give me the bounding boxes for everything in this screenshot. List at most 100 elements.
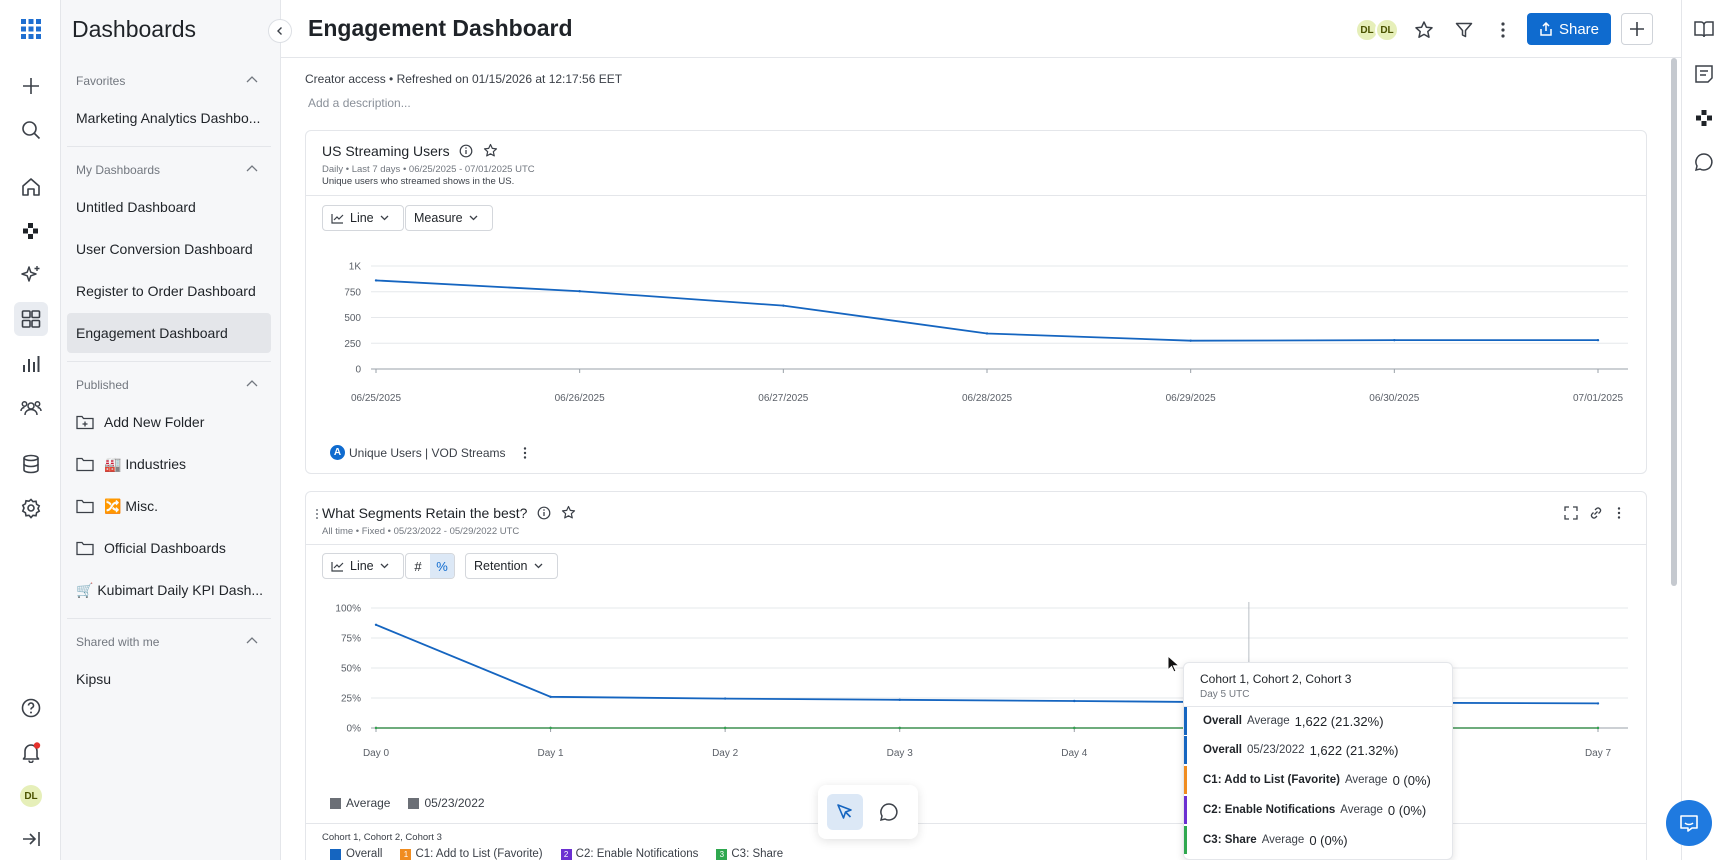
sidebar-item-kubimart[interactable]: 🛒 Kubimart Daily KPI Dash...: [76, 581, 264, 598]
fullscreen-icon[interactable]: [1564, 506, 1578, 520]
tooltip-row-sub: Average: [1340, 804, 1383, 816]
data-point: [374, 726, 378, 730]
apps-logo-icon[interactable]: [14, 12, 48, 46]
sidebar-item-engagement[interactable]: Engagement Dashboard: [67, 313, 271, 353]
viewer-avatar[interactable]: DL: [1375, 18, 1399, 42]
sidebar-item-industries[interactable]: 🏭 Industries: [67, 444, 271, 484]
mouse-cursor-icon: [1167, 655, 1181, 673]
card-title-text[interactable]: US Streaming Users: [322, 143, 450, 159]
sidebar-item-misc[interactable]: 🔀 Misc.: [67, 486, 271, 526]
more-vertical-icon[interactable]: [520, 446, 530, 460]
comment-button[interactable]: [871, 794, 907, 830]
chevron-up-icon[interactable]: [245, 634, 259, 648]
sidebar-item-kipsu[interactable]: Kipsu: [76, 671, 112, 687]
legend-label[interactable]: C3: Share: [731, 848, 784, 860]
data-nodes-icon[interactable]: [14, 214, 48, 248]
x-tick-label: 06/26/2025: [555, 393, 605, 404]
legend-label[interactable]: Overall: [346, 848, 383, 860]
sidebar-item-official[interactable]: Official Dashboards: [67, 528, 271, 568]
legend-label[interactable]: C2: Enable Notifications: [575, 848, 699, 860]
reports-bar-icon[interactable]: [14, 347, 48, 381]
help-icon[interactable]: [14, 691, 48, 725]
measure-label: Measure: [414, 211, 463, 225]
chart-tooltip: Cohort 1, Cohort 2, Cohort 3 Day 5 UTC O…: [1183, 662, 1453, 860]
notifications-bell-icon[interactable]: [14, 735, 48, 769]
x-tick-label: Day 4: [1061, 748, 1088, 759]
share-button[interactable]: Share: [1527, 13, 1611, 45]
data-point: [1596, 338, 1600, 342]
data-nodes-icon[interactable]: [1693, 107, 1715, 129]
share-label: Share: [1558, 20, 1600, 38]
link-icon[interactable]: [1588, 506, 1604, 520]
legend-label[interactable]: 05/23/2022: [424, 796, 485, 810]
add-content-button[interactable]: [1621, 13, 1653, 45]
percent-toggle[interactable]: %: [430, 554, 454, 578]
sidebar-item-marketing[interactable]: Marketing Analytics Dashbo...: [76, 110, 261, 126]
sidebar-item-untitled[interactable]: Untitled Dashboard: [76, 199, 196, 215]
legend-label[interactable]: Average: [346, 796, 391, 810]
retention-select[interactable]: Retention: [465, 553, 558, 579]
info-icon[interactable]: [459, 144, 473, 158]
chart-type-select[interactable]: Line: [322, 553, 404, 579]
filter-icon[interactable]: [1452, 18, 1476, 42]
data-point: [549, 726, 552, 730]
book-open-icon[interactable]: [1693, 18, 1715, 40]
data-point: [549, 695, 552, 698]
dashboards-icon[interactable]: [14, 302, 48, 336]
chevron-up-icon[interactable]: [245, 162, 259, 176]
notes-icon[interactable]: [1693, 63, 1715, 85]
star-icon[interactable]: [483, 143, 498, 158]
y-tick-label: 75%: [341, 634, 361, 645]
count-toggle[interactable]: #: [414, 558, 422, 574]
chevron-up-icon[interactable]: [245, 377, 259, 391]
support-chat-button[interactable]: [1666, 800, 1712, 846]
sidebar-item-register-order[interactable]: Register to Order Dashboard: [76, 283, 256, 299]
drag-handle-icon[interactable]: [314, 508, 320, 520]
search-icon[interactable]: [14, 113, 48, 147]
user-avatar[interactable]: DL: [14, 779, 48, 813]
home-icon[interactable]: [14, 170, 48, 204]
y-tick-label: 500: [344, 313, 361, 324]
x-tick-label: Day 1: [538, 748, 565, 759]
comment-bubble-icon[interactable]: [1693, 151, 1715, 173]
series-line: [375, 279, 1598, 342]
measure-select[interactable]: Measure: [405, 205, 493, 231]
sidebar-item-user-conversion[interactable]: User Conversion Dashboard: [76, 241, 253, 257]
data-point: [1073, 726, 1076, 730]
line-chart-streaming[interactable]: 0 250 500 750 1K 06/25/2025 06/26/2025 06/27/20…: [306, 241, 1648, 421]
legend-label[interactable]: C1: Add to List (Favorite): [415, 848, 543, 860]
description-input[interactable]: Add a description...: [308, 96, 411, 110]
more-vertical-icon[interactable]: [1491, 18, 1515, 42]
report-card-streaming: US Streaming Users Daily • Last 7 days •…: [305, 130, 1647, 474]
refreshed-label: • Refreshed on 01/15/2026 at 12:17:56 EE…: [389, 72, 623, 86]
tooltip-row-value: 0 (0%): [1392, 772, 1431, 788]
data-point: [374, 623, 378, 626]
more-vertical-icon[interactable]: [1614, 506, 1624, 520]
data-point: [898, 698, 901, 701]
info-icon[interactable]: [537, 506, 551, 520]
scrollbar[interactable]: [1671, 58, 1677, 586]
users-group-icon[interactable]: [14, 391, 48, 425]
collapse-sidebar-button[interactable]: [268, 19, 292, 43]
spark-ai-icon[interactable]: [14, 258, 48, 292]
collapse-rail-icon[interactable]: [14, 822, 48, 856]
chevron-up-icon[interactable]: [245, 73, 259, 87]
legend-label[interactable]: Unique Users | VOD Streams: [349, 445, 506, 460]
sidebar-item-add-folder[interactable]: Add New Folder: [67, 402, 271, 442]
user-avatar-initials: DL: [20, 785, 42, 807]
database-icon[interactable]: [14, 447, 48, 481]
chart-type-select[interactable]: Line: [322, 205, 404, 231]
legend-badge: 2: [560, 848, 572, 860]
star-icon[interactable]: [561, 505, 576, 520]
tooltip-subtitle: Day 5 UTC: [1200, 689, 1250, 700]
card-subtitle: Daily • Last 7 days • 06/25/2025 - 07/01…: [322, 164, 535, 175]
select-pointer-button[interactable]: [827, 794, 863, 830]
favorite-star-icon[interactable]: [1412, 18, 1436, 42]
card-title-text[interactable]: What Segments Retain the best?: [322, 505, 528, 521]
count-percent-toggle[interactable]: # %: [405, 553, 455, 579]
create-plus-icon[interactable]: [14, 69, 48, 103]
tooltip-row-value: 1,622 (21.32%): [1309, 742, 1399, 758]
settings-gear-icon[interactable]: [14, 491, 48, 525]
tooltip-row-name: C2: Enable Notifications: [1203, 804, 1336, 816]
